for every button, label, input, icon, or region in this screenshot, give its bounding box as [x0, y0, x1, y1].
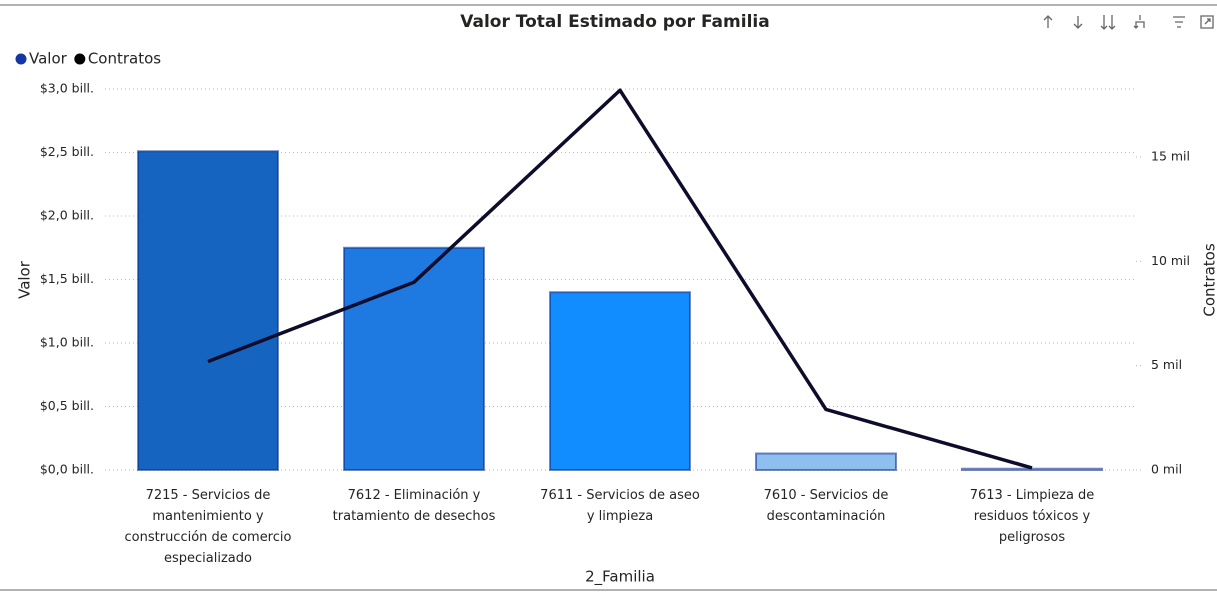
bar — [549, 291, 691, 472]
x-tick-label: 7612 - Eliminación y tratamiento de desec… — [333, 488, 496, 524]
toolbar[interactable] — [1043, 15, 1214, 30]
filter-icon[interactable] — [1173, 16, 1185, 28]
chart-title: Valor Total Estimado por Familia — [460, 12, 769, 32]
expand-all-icon[interactable] — [1100, 15, 1116, 30]
y2-tick-label: 15 mil — [1151, 149, 1190, 164]
x-tick-label: 7215 - Servicios de mantenimiento y constr… — [125, 488, 292, 566]
x-axis-title: 2_Familia — [585, 568, 655, 587]
legend-label: Contratos — [88, 50, 161, 68]
x-tick-label: 7613 - Limpieza de residuos tóxicos y peli… — [970, 488, 1095, 545]
y2-tick-label: 0 mil — [1151, 462, 1182, 477]
y2-tick-label: 5 mil — [1151, 357, 1182, 372]
focus-icon[interactable] — [1200, 15, 1214, 29]
y-tick-label: $0,5 bill. — [40, 398, 94, 413]
y2-tick-label: 10 mil — [1151, 253, 1190, 268]
y-axis-title: Valor — [16, 260, 34, 299]
x-tick-label: 7610 - Servicios de descontaminación — [764, 488, 889, 524]
line — [207, 88, 1033, 470]
sort-up-icon[interactable] — [1043, 15, 1053, 28]
drill-icon[interactable] — [1133, 15, 1145, 29]
y-tick-label: $2,0 bill. — [40, 208, 94, 223]
y2-axis-title: Contratos — [1201, 243, 1217, 316]
x-tick-label: 7611 - Servicios de aseo y limpieza — [540, 488, 700, 524]
legend-swatch — [74, 53, 86, 65]
y-tick-label: $3,0 bill. — [40, 81, 94, 96]
y-tick-label: $1,0 bill. — [40, 335, 94, 350]
bar — [343, 246, 485, 471]
y-tick-label: $2,5 bill. — [40, 144, 94, 159]
legend-swatch — [15, 53, 27, 65]
sort-down-icon[interactable] — [1073, 16, 1083, 29]
y-tick-label: $1,5 bill. — [40, 271, 94, 286]
bar — [961, 467, 1103, 472]
legend-label: Valor — [29, 50, 68, 68]
bar — [755, 452, 897, 471]
bar — [137, 150, 279, 471]
y-tick-label: $0,0 bill. — [40, 462, 94, 477]
